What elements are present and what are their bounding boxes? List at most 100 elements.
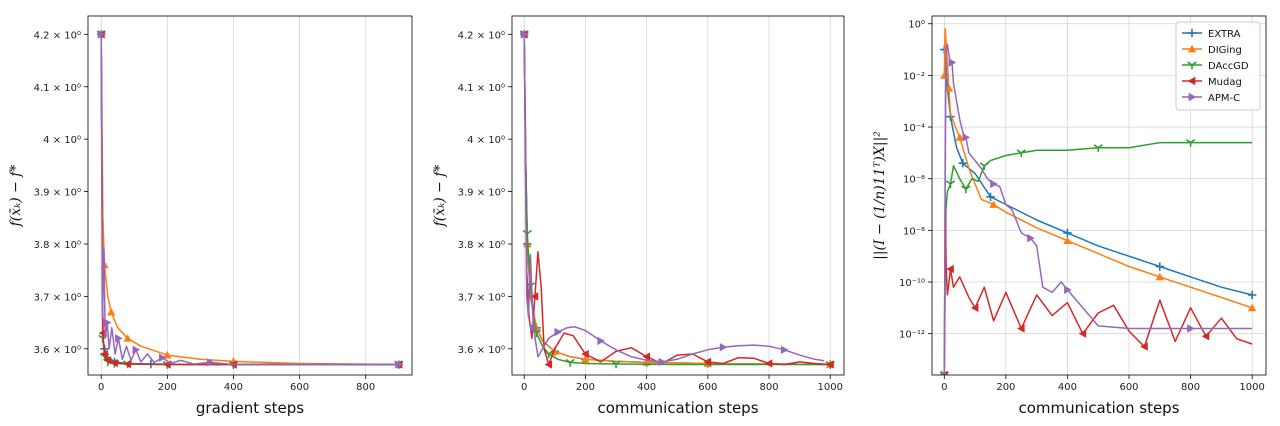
series-marker-5 <box>1187 324 1195 333</box>
series-marker-4 <box>581 349 589 359</box>
series-marker-4 <box>764 359 773 368</box>
x-tick-label: 600 <box>1119 382 1138 393</box>
y-tick-label: 4 × 10⁰ <box>467 135 505 146</box>
series-marker-5 <box>719 343 728 352</box>
series-marker-5 <box>530 323 538 333</box>
x-tick-label: 800 <box>1181 382 1200 393</box>
x-tick-label: 200 <box>576 382 595 393</box>
series-marker-2 <box>163 350 172 359</box>
x-tick-label: 0 <box>941 382 947 393</box>
series-marker-4 <box>1201 332 1210 341</box>
series-line-3 <box>523 34 831 366</box>
series-marker-4 <box>946 264 954 274</box>
series-line-1 <box>523 34 831 366</box>
legend-label: Mudag <box>1208 77 1242 88</box>
y-axis-label: f(x̄ₖ) − f* <box>8 165 24 228</box>
chart-3: 0 200 400 600 800 1000 10⁰ 10⁻² 10⁻⁴ 10⁻⁶ 10⁻⁸ 10⁻¹… <box>872 15 1267 417</box>
series-line-3 <box>943 141 1253 375</box>
legend-label: DIGing <box>1208 45 1242 56</box>
series-marker-4 <box>1078 329 1087 338</box>
series-marker-2 <box>1155 272 1164 281</box>
series-marker-5 <box>780 345 789 355</box>
y-tick-label: 10⁻⁸ <box>903 226 925 237</box>
x-tick-label: 400 <box>224 382 243 393</box>
series-marker-3 <box>611 360 621 369</box>
legend-marker <box>1188 92 1197 102</box>
series-group <box>96 30 404 369</box>
y-tick-label: 10⁻¹² <box>899 330 925 341</box>
series-marker-5 <box>115 334 123 343</box>
series-marker-5 <box>206 358 215 367</box>
series-marker-4 <box>100 349 108 359</box>
series-marker-5 <box>658 357 667 367</box>
series-marker-2 <box>944 84 954 92</box>
series-line-2 <box>100 34 399 366</box>
y-tick-label: 4.1 × 10⁰ <box>458 83 505 94</box>
series-marker-5 <box>962 133 971 142</box>
series-marker-1 <box>986 192 995 201</box>
y-tick-label: 4.1 × 10⁰ <box>34 83 81 94</box>
series-marker-1 <box>1247 290 1257 300</box>
x-tick-label: 1000 <box>818 382 843 393</box>
series-marker-5 <box>990 179 998 189</box>
y-tick-label: 3.7 × 10⁰ <box>458 292 505 303</box>
axes-frame <box>87 15 413 376</box>
series-marker-4 <box>110 358 118 368</box>
legend-box <box>1175 21 1261 111</box>
y-tick-label: 10⁻⁶ <box>903 175 925 186</box>
x-tick-label: 400 <box>1058 382 1077 393</box>
y-tick-label: 3.7 × 10⁰ <box>34 292 81 303</box>
chart-2: 0 200 400 600 800 1000 3.6 × 10⁰ 3.7 × 10⁰ 3.8 ×… <box>432 15 845 417</box>
series-marker-4 <box>826 360 834 369</box>
y-tick-label: 3.6 × 10⁰ <box>458 345 505 356</box>
series-group <box>939 28 1257 375</box>
series-marker-5 <box>597 336 605 346</box>
y-tick-label: 10⁻¹⁰ <box>899 278 925 289</box>
series-marker-4 <box>103 356 112 365</box>
legend-label: DAccGD <box>1208 61 1249 72</box>
series-marker-5 <box>948 58 957 67</box>
series-marker-4 <box>530 292 539 301</box>
y-tick-label: 4.2 × 10⁰ <box>458 30 505 41</box>
series-line-4 <box>100 34 399 366</box>
chart-1: 0 200 400 600 800 3.6 × 10⁰ 3.7 × 10⁰ 3.8 × 10⁰… <box>8 15 413 417</box>
series-marker-2 <box>123 334 132 342</box>
y-tick-label: 3.8 × 10⁰ <box>458 240 505 251</box>
x-tick-label: 200 <box>996 382 1015 393</box>
series-marker-2 <box>955 133 964 141</box>
series-marker-4 <box>1017 324 1025 333</box>
y-tick-label: 3.8 × 10⁰ <box>34 240 81 251</box>
series-marker-5 <box>554 327 563 337</box>
x-tick-label: 0 <box>98 382 104 393</box>
y-tick-label: 10⁰ <box>908 20 925 31</box>
axes-frame <box>931 15 1267 376</box>
series-marker-2 <box>106 307 116 316</box>
y-tick-label: 3.6 × 10⁰ <box>34 345 81 356</box>
series-line-4 <box>523 34 831 366</box>
y-tick-label: 3.9 × 10⁰ <box>34 188 81 199</box>
series-marker-1 <box>1063 228 1072 238</box>
y-tick-label: 3.9 × 10⁰ <box>458 188 505 199</box>
series-group <box>519 30 835 369</box>
series-marker-2 <box>581 355 590 363</box>
series-marker-2 <box>989 200 998 208</box>
y-tick-label: 10⁻² <box>903 71 925 82</box>
series-marker-3 <box>1093 144 1103 152</box>
series-marker-5 <box>520 30 529 39</box>
series-marker-1 <box>1155 262 1164 271</box>
series-marker-5 <box>159 353 167 362</box>
series-marker-3 <box>979 162 989 170</box>
y-tick-label: 10⁻⁴ <box>903 123 925 134</box>
series-marker-3 <box>945 180 956 189</box>
series-marker-4 <box>123 359 132 369</box>
x-tick-label: 800 <box>356 382 375 393</box>
y-tick-label: 4 × 10⁰ <box>43 135 81 146</box>
series-marker-3 <box>1185 138 1196 147</box>
x-tick-label: 0 <box>521 382 527 393</box>
x-tick-label: 200 <box>158 382 177 393</box>
x-axis-label: communication steps <box>597 399 758 417</box>
y-tick-label: 4.2 × 10⁰ <box>34 30 81 41</box>
x-tick-label: 800 <box>759 382 778 393</box>
legend-marker <box>1187 44 1197 53</box>
